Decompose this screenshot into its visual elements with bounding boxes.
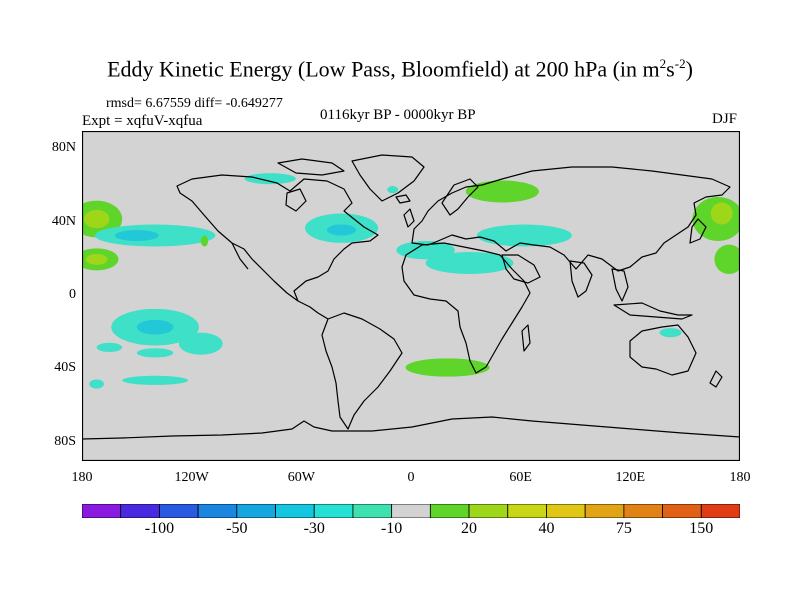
- y-tick-label: 80N: [51, 140, 76, 156]
- colorbar-box: [584, 504, 625, 518]
- anomaly-greenland-spot: [387, 186, 399, 194]
- anomaly-south-pacific-east: [178, 332, 223, 355]
- x-tick-label: 180: [71, 470, 93, 485]
- coast-madagascar: [521, 324, 531, 352]
- coastlines: [82, 154, 740, 440]
- coast-japan: [689, 218, 707, 244]
- coast-new-zealand: [709, 370, 723, 388]
- anomaly-hudson-bay: [244, 173, 296, 185]
- colorbar-box: [507, 504, 547, 518]
- colorbar-box: [662, 504, 702, 518]
- colorbar-box: [313, 504, 354, 518]
- anomaly-subtropical-north-pacific-core: [114, 230, 159, 241]
- anomaly-east-asia-core: [710, 202, 733, 225]
- colorbar-label: 20: [461, 520, 478, 537]
- coast-baja: [231, 242, 249, 270]
- coast-hudson-bay: [285, 188, 307, 212]
- colorbar-box: [468, 504, 509, 518]
- y-tick-label: 80S: [54, 433, 76, 449]
- coast-north-america: [176, 174, 379, 302]
- colorbar-label: 150: [689, 520, 714, 537]
- anomaly-north-atlantic-core: [326, 224, 357, 236]
- colorbar-box: [236, 504, 276, 518]
- coast-arabia: [501, 254, 541, 284]
- coast-central-america: [297, 300, 329, 320]
- x-tick-label: 120W: [174, 470, 209, 485]
- coast-greenland: [351, 154, 425, 202]
- coast-indonesia: [613, 302, 693, 320]
- experiment-label: Expt = xqfuV-xqfua: [82, 113, 203, 129]
- colorbar-box: [700, 504, 740, 518]
- x-tick-label: 0: [407, 470, 415, 485]
- colorbar-box: [159, 504, 199, 518]
- colorbar-label: -10: [380, 520, 403, 537]
- anomaly-mexico-spot: [200, 235, 209, 247]
- colorbar-box: [352, 504, 393, 518]
- anomaly-north-pacific-west-core: [83, 209, 110, 229]
- colorbar-label: -100: [144, 520, 175, 537]
- y-tick-label: 0: [69, 287, 76, 302]
- coast-africa: [401, 242, 531, 374]
- coast-scandinavia: [441, 178, 479, 216]
- anomaly-north-pacific-west-south-core: [85, 253, 108, 265]
- anomaly-southern-ocean-pacific: [122, 375, 189, 385]
- x-tick-label: 120E: [615, 470, 646, 485]
- x-tick-label: 180: [729, 470, 751, 485]
- anomaly-middle-east: [476, 224, 572, 247]
- x-tick-label: 60W: [287, 470, 315, 485]
- anomaly-south-pacific-far-west: [96, 342, 123, 352]
- coast-australia: [629, 324, 697, 376]
- colorbar-label: -30: [303, 520, 325, 537]
- colorbar-box: [429, 504, 470, 518]
- anomaly-arabia: [425, 252, 514, 274]
- y-tick-label: 40S: [54, 360, 76, 376]
- anomaly-russia: [465, 180, 539, 203]
- coast-eurasia: [411, 166, 731, 272]
- world-map: [82, 131, 740, 461]
- coast-antarctica: [82, 416, 740, 440]
- y-tick-label: 40N: [51, 213, 76, 229]
- x-tick-label: 60E: [509, 470, 532, 485]
- colorbar: [82, 504, 740, 518]
- plot-title: Eddy Kinetic Energy (Low Pass, Bloomfiel…: [107, 56, 693, 82]
- map-frame: [82, 131, 740, 461]
- colorbar-box: [623, 504, 663, 518]
- colorbar-box: [120, 504, 160, 518]
- colorbar-label: 75: [615, 520, 632, 537]
- colorbar-box: [275, 504, 315, 518]
- period-label: 0116kyr BP - 0000kyr BP: [320, 107, 476, 123]
- coast-india: [569, 260, 593, 298]
- coast-south-america: [321, 312, 403, 430]
- colorbar-box: [391, 504, 431, 518]
- colorbar-box: [82, 504, 122, 518]
- coast-iceland: [395, 194, 411, 204]
- season-label: DJF: [712, 111, 738, 127]
- anomaly-southern-ocean-far-west: [89, 379, 104, 389]
- anomaly-australia: [659, 328, 682, 338]
- coast-britain: [403, 208, 415, 228]
- colorbar-box: [546, 504, 586, 518]
- colorbar-label: 40: [538, 520, 555, 537]
- colorbar-box: [197, 504, 238, 518]
- anomaly-west-pacific-south: [714, 244, 740, 274]
- coast-indochina: [611, 268, 629, 302]
- anomaly-south-pacific-mid: [136, 348, 174, 358]
- map-background: [82, 131, 740, 461]
- anomaly-north-africa: [396, 241, 455, 260]
- coast-arctic-islands: [277, 158, 345, 176]
- rmsd-diff-stats: rmsd= 6.67559 diff= -0.649277: [106, 96, 283, 111]
- colorbar-label: -50: [226, 520, 248, 537]
- anomaly-southern-atlantic-indian: [405, 358, 490, 377]
- anomaly-south-pacific-core: [136, 319, 174, 335]
